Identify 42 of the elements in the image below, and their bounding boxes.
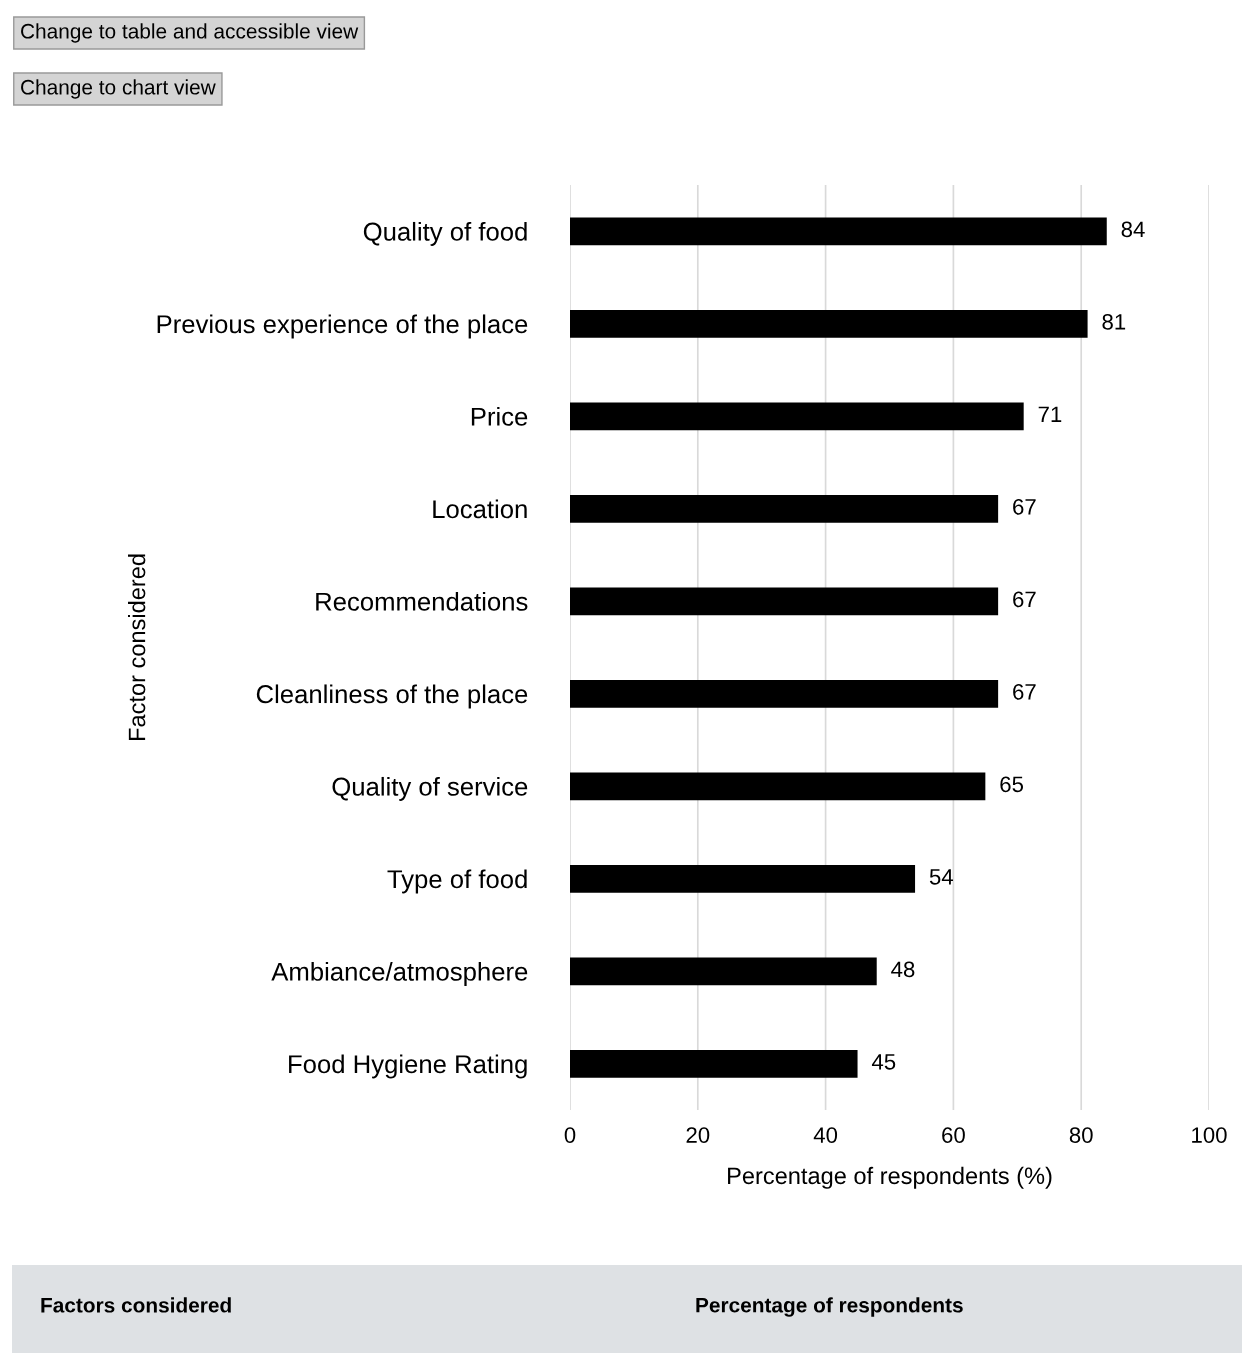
data-label: 65: [1000, 776, 1024, 793]
bar: [570, 957, 877, 986]
y-tick-label: Food Hygiene Rating: [289, 1054, 527, 1079]
text: Change to chart view: [21, 79, 216, 99]
bar: [570, 402, 1024, 431]
y-tick-label: Location: [433, 499, 527, 519]
y-tick-label: Recommendations: [316, 591, 528, 611]
y-tick-label: Type of food: [387, 869, 527, 894]
x-tick-label: 60: [942, 1127, 965, 1143]
y-tick-label: Previous experience of the place: [157, 314, 528, 339]
data-label: 67: [1013, 591, 1036, 608]
x-tick-label: 20: [686, 1127, 710, 1143]
data-label: 67: [1013, 683, 1036, 700]
data-label: 81: [1102, 313, 1126, 330]
bar: [570, 679, 999, 708]
bar: [570, 309, 1088, 338]
text: Percentage of respondents: [696, 1297, 963, 1317]
bar: [570, 494, 999, 523]
bar: [570, 864, 916, 893]
x-tick-label: 40: [813, 1127, 838, 1143]
y-tick-label: Cleanliness of the place: [256, 684, 528, 709]
text: Change to table and accessible view: [21, 23, 359, 43]
data-label: 71: [1038, 406, 1062, 422]
x-tick-label: 80: [1069, 1127, 1093, 1143]
data-label: 45: [871, 1054, 896, 1070]
x-axis-title: Percentage of respondents (%): [728, 1166, 1052, 1189]
bar: [570, 772, 986, 801]
bar: [570, 587, 999, 616]
y-axis-title: Factor considered: [128, 554, 146, 741]
text: Factors considered: [41, 1297, 231, 1313]
data-label: 84: [1121, 221, 1145, 238]
y-tick-label: Quality of food: [363, 221, 527, 246]
x-tick-label: 100: [1192, 1127, 1227, 1143]
bar: [570, 1049, 858, 1078]
y-tick-label: Ambiance/atmosphere: [271, 961, 528, 986]
y-tick-label: Quality of service: [332, 776, 528, 801]
data-label: 48: [891, 961, 915, 978]
x-tick-label: 0: [564, 1127, 576, 1143]
data-label: 54: [929, 869, 954, 885]
y-tick-label: Price: [471, 406, 528, 426]
data-label: 67: [1013, 498, 1036, 515]
bar: [570, 217, 1107, 246]
